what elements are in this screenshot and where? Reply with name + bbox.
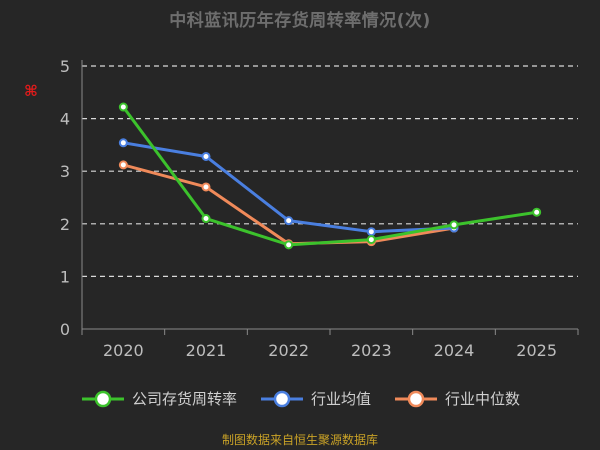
legend-item[interactable]: 公司存货周转率	[80, 388, 237, 409]
legend-item[interactable]: 行业中位数	[393, 388, 520, 409]
x-tick-label: 2025	[516, 341, 557, 360]
series-line-行业中位数	[122, 163, 455, 246]
legend-label: 公司存货周转率	[131, 390, 237, 408]
data-point	[201, 214, 211, 224]
data-point	[366, 235, 376, 245]
data-point	[118, 102, 128, 112]
legend: 公司存货周转率 行业均值 行业中位数	[0, 388, 600, 409]
series-line-公司存货周转率	[122, 106, 537, 247]
line-chart: 0 1 2 3 4 5 2020 2021 2022 2023 2024 2025	[60, 57, 579, 360]
data-point	[201, 182, 211, 192]
x-tick-label: 2024	[434, 341, 475, 360]
source-note: 制图数据来自恒生聚源数据库	[221, 433, 378, 447]
x-tick-label: 2022	[268, 341, 309, 360]
data-point	[201, 151, 211, 161]
y-tick-label: 5	[60, 57, 70, 76]
data-point	[118, 160, 128, 170]
legend-item[interactable]: 行业均值	[259, 388, 371, 409]
chart-title: 中科蓝讯历年存货周转率情况(次)	[169, 11, 431, 31]
data-point	[532, 207, 542, 217]
data-point	[449, 220, 459, 230]
y-tick-label: 4	[60, 110, 70, 129]
x-tick-label: 2021	[186, 341, 227, 360]
data-point	[366, 227, 376, 237]
data-point	[284, 216, 294, 226]
unit-label: ⌘	[22, 82, 40, 100]
x-tick-label: 2023	[351, 341, 392, 360]
legend-swatch	[395, 390, 437, 407]
y-tick-label: 1	[60, 267, 70, 286]
y-tick-label: 3	[60, 162, 70, 181]
axes: 0 1 2 3 4 5 2020 2021 2022 2023 2024 2025	[60, 57, 579, 360]
y-tick-label: 0	[60, 320, 70, 339]
x-tick-label: 2020	[103, 341, 144, 360]
series-lines	[118, 102, 542, 250]
grid-lines	[82, 65, 578, 277]
data-point	[284, 240, 294, 250]
legend-label: 行业均值	[310, 390, 371, 408]
legend-swatch	[81, 390, 124, 407]
legend-swatch	[260, 390, 303, 407]
data-point	[118, 138, 128, 148]
legend-label: 行业中位数	[445, 390, 521, 408]
y-tick-label: 2	[60, 215, 70, 234]
